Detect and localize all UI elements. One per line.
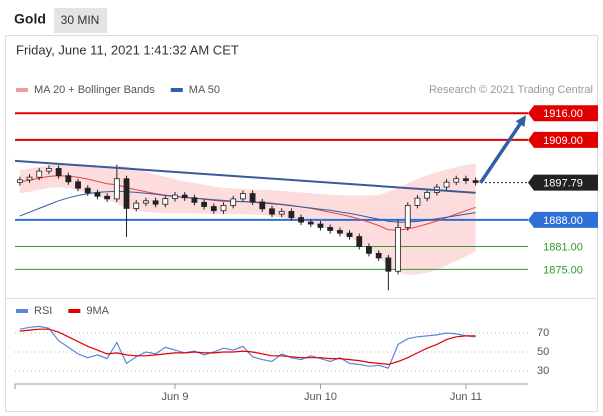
candle-body [201,201,208,207]
candle-body [181,194,188,199]
level-label: 1916.00 [543,108,583,120]
trendline [14,159,476,194]
candle-body [210,206,217,212]
candle-body [152,200,159,205]
candle-body [84,187,91,194]
candle-body [113,178,120,200]
bollinger-band [19,163,476,275]
x-tick-label: Jun 10 [304,391,337,403]
candle-body [404,204,411,228]
level-label-box [528,211,598,228]
candle-body [220,204,227,212]
candle-body [346,232,353,238]
candle-body [46,168,52,172]
datetime: Friday, June 11, 2021 1:41:32 AM CET [16,42,239,57]
candle-body [375,252,382,259]
candle-body [424,192,431,199]
candle-body [36,170,43,178]
candle-body [443,181,450,188]
legend-swatch [16,309,28,313]
candle-body [453,178,460,183]
candle-body [472,180,479,183]
legend-swatch [16,88,28,92]
candle-body [239,193,246,200]
level-label-box [528,131,598,148]
source: Research © 2021 Trading Central [429,84,593,96]
level-label: 1897.79 [543,177,583,189]
candle-body [278,211,285,215]
candle-body [317,223,324,228]
candle-body [55,168,62,177]
level-label: 1881.00 [543,241,583,253]
forecast-arrowhead [515,115,527,128]
level-label: 1888.00 [543,215,583,227]
y-tick-label: 70 [537,327,549,339]
candle-body [26,176,33,181]
x-tick-label: Jun 11 [450,391,482,403]
candle-body [395,227,401,272]
candle-body [191,197,198,203]
candle-body [307,221,314,225]
instrument-title: Gold [14,11,46,27]
candle-body [356,236,363,247]
candle-body [414,197,421,206]
candle-body [385,257,392,272]
timeframe-tab[interactable] [54,8,107,33]
candle-body [94,192,101,197]
candle-body [327,227,334,231]
forecast-arrow [479,120,524,184]
level-label-box [528,174,598,191]
timeframe-label[interactable]: 30 MIN [61,13,100,27]
y-tick-label: 50 [537,346,549,358]
candle-body [366,246,372,254]
candle-body [75,181,81,189]
candle-body [463,178,469,182]
rsi-line [19,328,476,366]
candle-body [16,179,23,183]
level-label-box [528,105,598,122]
legend-label: MA 50 [189,84,220,96]
candle-body [104,195,111,200]
candle-body [259,201,266,210]
candle-body [230,198,237,206]
candle-body [172,194,178,199]
level-label: 1909.00 [543,135,583,147]
candle-body [143,200,149,204]
level-label: 1875.00 [543,264,583,276]
candle-body [249,193,256,203]
candle-body [269,208,275,215]
candle-body [65,175,72,183]
x-tick-label: Jun 9 [162,391,189,403]
legend-label: RSI [34,305,52,317]
candle-body [162,198,169,205]
legend-swatch [170,88,183,92]
legend-swatch [68,309,81,313]
candle-body [288,211,295,218]
candle-body [133,202,140,209]
candle-body [336,230,343,234]
legend-label: 9MA [86,305,109,317]
legend-label: MA 20 + Bollinger Bands [34,84,155,96]
candle-body [298,217,304,223]
candle-body [123,178,130,209]
y-tick-label: 30 [537,365,549,377]
